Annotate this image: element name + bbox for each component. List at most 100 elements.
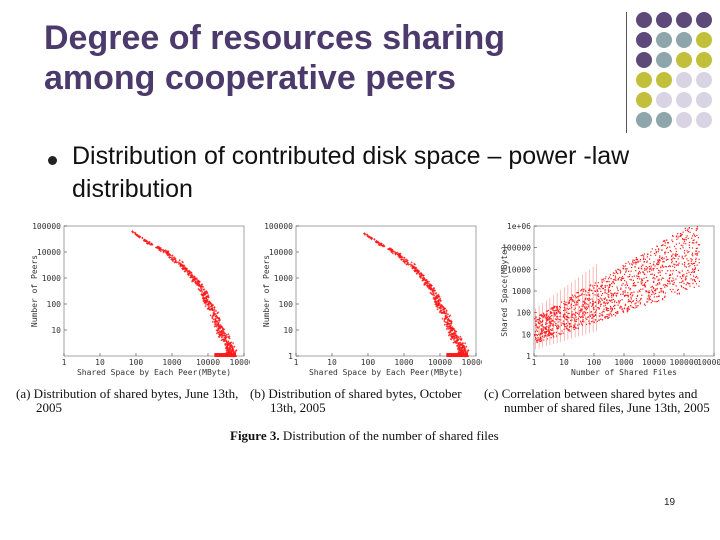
- data-point: [593, 315, 596, 317]
- data-point: [619, 307, 621, 309]
- data-point: [560, 333, 562, 335]
- data-point: [630, 296, 632, 299]
- data-point: [571, 311, 573, 313]
- data-point: [164, 249, 167, 252]
- data-point: [681, 281, 683, 283]
- data-point: [611, 296, 613, 298]
- decor-dot: [696, 52, 712, 68]
- data-point: [444, 317, 447, 320]
- data-point: [544, 330, 546, 333]
- data-point: [552, 319, 554, 322]
- data-point: [625, 287, 627, 289]
- data-point: [650, 302, 652, 304]
- data-point: [218, 335, 221, 338]
- data-point: [552, 333, 554, 335]
- data-point: [539, 314, 541, 316]
- data-point: [691, 247, 694, 249]
- data-point: [679, 272, 681, 274]
- data-point: [626, 294, 628, 296]
- data-point: [671, 273, 674, 275]
- data-point: [691, 242, 694, 244]
- data-point: [547, 309, 550, 312]
- data-point: [535, 324, 537, 327]
- data-point: [575, 327, 577, 329]
- data-point: [446, 326, 449, 329]
- data-point: [676, 253, 678, 256]
- data-point: [553, 332, 555, 334]
- data-point: [540, 332, 542, 334]
- data-point: [652, 286, 654, 289]
- data-point: [579, 306, 581, 308]
- y-tick-label: 100: [47, 300, 62, 309]
- data-point: [603, 280, 605, 282]
- plot-a: 1101001000100001000001000001000010001001…: [30, 222, 250, 377]
- data-point: [612, 272, 614, 274]
- data-point: [159, 250, 162, 253]
- data-point: [423, 283, 426, 286]
- data-point: [654, 301, 656, 303]
- data-point: [200, 284, 203, 287]
- data-point: [682, 275, 684, 278]
- data-point: [542, 315, 544, 317]
- data-point: [538, 333, 540, 335]
- data-point: [574, 318, 576, 321]
- data-point: [432, 292, 435, 295]
- caption-b-line-1: (b) Distribution of shared bytes, Octobe…: [250, 386, 462, 401]
- data-point: [611, 285, 613, 288]
- data-point: [587, 316, 589, 318]
- data-point: [692, 275, 695, 277]
- data-point: [660, 279, 663, 281]
- data-point: [664, 253, 666, 255]
- data-point: [450, 321, 453, 324]
- data-point: [601, 312, 603, 314]
- data-point: [445, 310, 448, 313]
- data-point: [205, 300, 208, 303]
- y-tick-label: 1: [526, 352, 531, 361]
- data-point: [693, 286, 695, 288]
- data-point: [607, 294, 609, 296]
- data-point: [695, 260, 697, 263]
- data-point: [604, 291, 606, 293]
- data-point: [585, 323, 588, 326]
- data-point: [228, 335, 231, 338]
- y-tick-label: 10: [51, 326, 61, 335]
- data-point: [633, 259, 635, 261]
- data-point: [652, 277, 654, 279]
- data-point: [212, 318, 215, 321]
- data-point: [640, 267, 642, 269]
- data-point: [697, 244, 699, 246]
- x-tick-label: 100: [361, 358, 376, 367]
- data-point: [684, 255, 686, 257]
- data-point: [437, 300, 440, 303]
- data-point: [461, 344, 464, 347]
- data-point: [695, 250, 697, 252]
- data-point: [540, 340, 542, 342]
- x-tick-label: 10: [95, 358, 105, 367]
- data-point: [547, 319, 549, 321]
- data-point: [642, 272, 645, 274]
- data-point: [546, 317, 548, 319]
- data-point: [645, 291, 647, 293]
- data-point: [645, 265, 647, 268]
- data-point: [579, 294, 581, 297]
- data-point: [653, 281, 655, 284]
- data-point: [460, 350, 463, 353]
- data-point: [583, 306, 586, 308]
- data-point: [620, 306, 623, 308]
- data-point: [635, 299, 638, 302]
- data-point: [450, 327, 453, 330]
- data-point: [633, 284, 635, 286]
- data-point: [563, 303, 565, 305]
- data-point: [555, 318, 558, 321]
- data-point: [572, 313, 575, 315]
- data-point: [558, 305, 561, 307]
- data-point: [680, 278, 683, 280]
- data-point: [557, 327, 559, 329]
- data-point: [590, 289, 592, 291]
- data-point: [432, 296, 435, 299]
- data-point: [694, 265, 696, 267]
- data-point: [167, 254, 170, 257]
- data-point: [584, 302, 586, 304]
- data-point: [601, 281, 603, 284]
- data-point: [394, 251, 397, 254]
